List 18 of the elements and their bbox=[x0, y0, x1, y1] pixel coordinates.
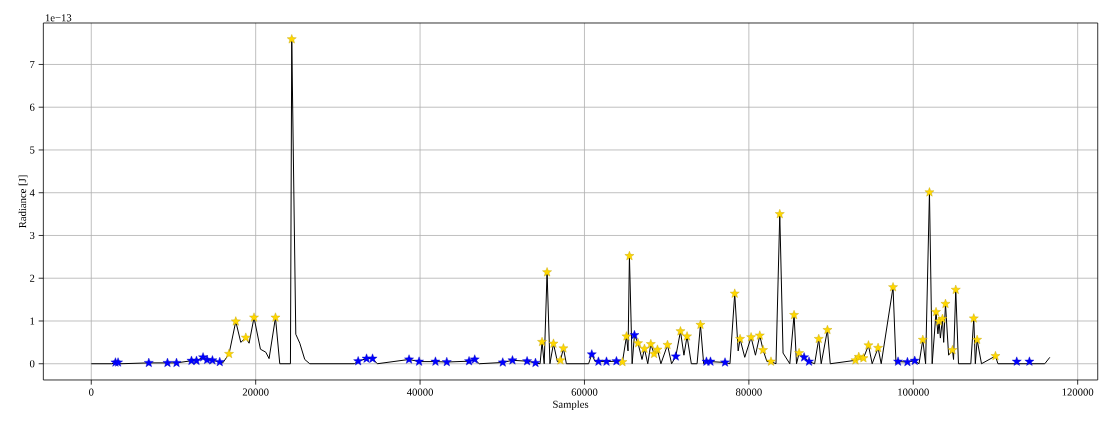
x-tick-label: 0 bbox=[89, 388, 94, 396]
y-axis-title: Radiance [J] bbox=[18, 175, 28, 228]
x-tick-label: 100000 bbox=[898, 388, 929, 396]
y-tick-label: 6 bbox=[29, 103, 35, 111]
y-tick-label: 1 bbox=[30, 317, 35, 325]
y-tick-label: 3 bbox=[30, 231, 35, 240]
y-tick-label: 2 bbox=[29, 274, 35, 282]
text: 1e−13 bbox=[45, 14, 72, 22]
x-tick-label: 80000 bbox=[735, 388, 762, 396]
x-tick-label: 120000 bbox=[1062, 388, 1094, 396]
x-axis-title: Samples bbox=[553, 400, 589, 411]
y-tick-label: 5 bbox=[30, 146, 35, 154]
x-tick-label: 20000 bbox=[242, 388, 269, 396]
y-tick-label: 7 bbox=[30, 60, 35, 68]
x-tick-label: 60000 bbox=[571, 388, 598, 396]
y-tick-label: 0 bbox=[29, 360, 35, 368]
x-tick-label: 40000 bbox=[406, 388, 433, 396]
y-tick-label: 4 bbox=[29, 189, 35, 197]
